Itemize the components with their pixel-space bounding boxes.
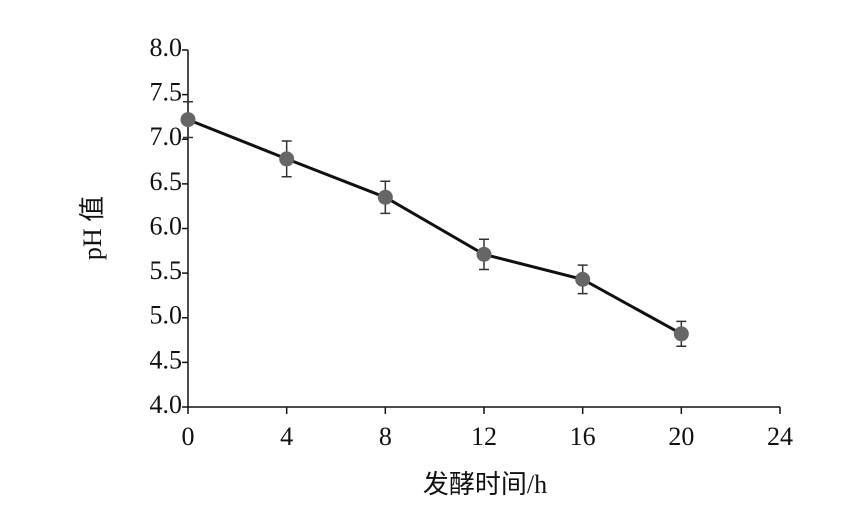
y-tick-label: 7.0 <box>150 122 183 151</box>
data-point <box>377 189 393 205</box>
y-tick-label: 5.5 <box>150 256 183 285</box>
line <box>187 118 683 336</box>
y-tick-label: 4.5 <box>150 345 183 374</box>
x-tick-label: 20 <box>668 422 694 451</box>
x-tick-label: 24 <box>767 422 793 451</box>
y-tick-label: 7.5 <box>150 78 183 107</box>
y-tick-label: 8.0 <box>150 33 183 62</box>
x-tick-label: 8 <box>379 422 392 451</box>
y-tick-label: 6.5 <box>150 167 183 196</box>
x-axis-label: 发酵时间/h <box>423 470 547 499</box>
y-axis-label: pH 值 <box>78 196 107 260</box>
data-point <box>476 246 492 262</box>
data-point <box>279 151 295 167</box>
data-point <box>575 271 591 287</box>
x-tick-label: 12 <box>471 422 497 451</box>
y-tick-label: 6.0 <box>150 211 183 240</box>
data-point <box>673 326 689 342</box>
x-tick-label: 16 <box>570 422 596 451</box>
y-tick-label: 4.0 <box>150 390 183 419</box>
y-tick-label: 5.0 <box>150 301 183 330</box>
x-tick-label: 0 <box>182 422 195 451</box>
data-point <box>180 112 196 128</box>
x-tick-label: 4 <box>280 422 293 451</box>
